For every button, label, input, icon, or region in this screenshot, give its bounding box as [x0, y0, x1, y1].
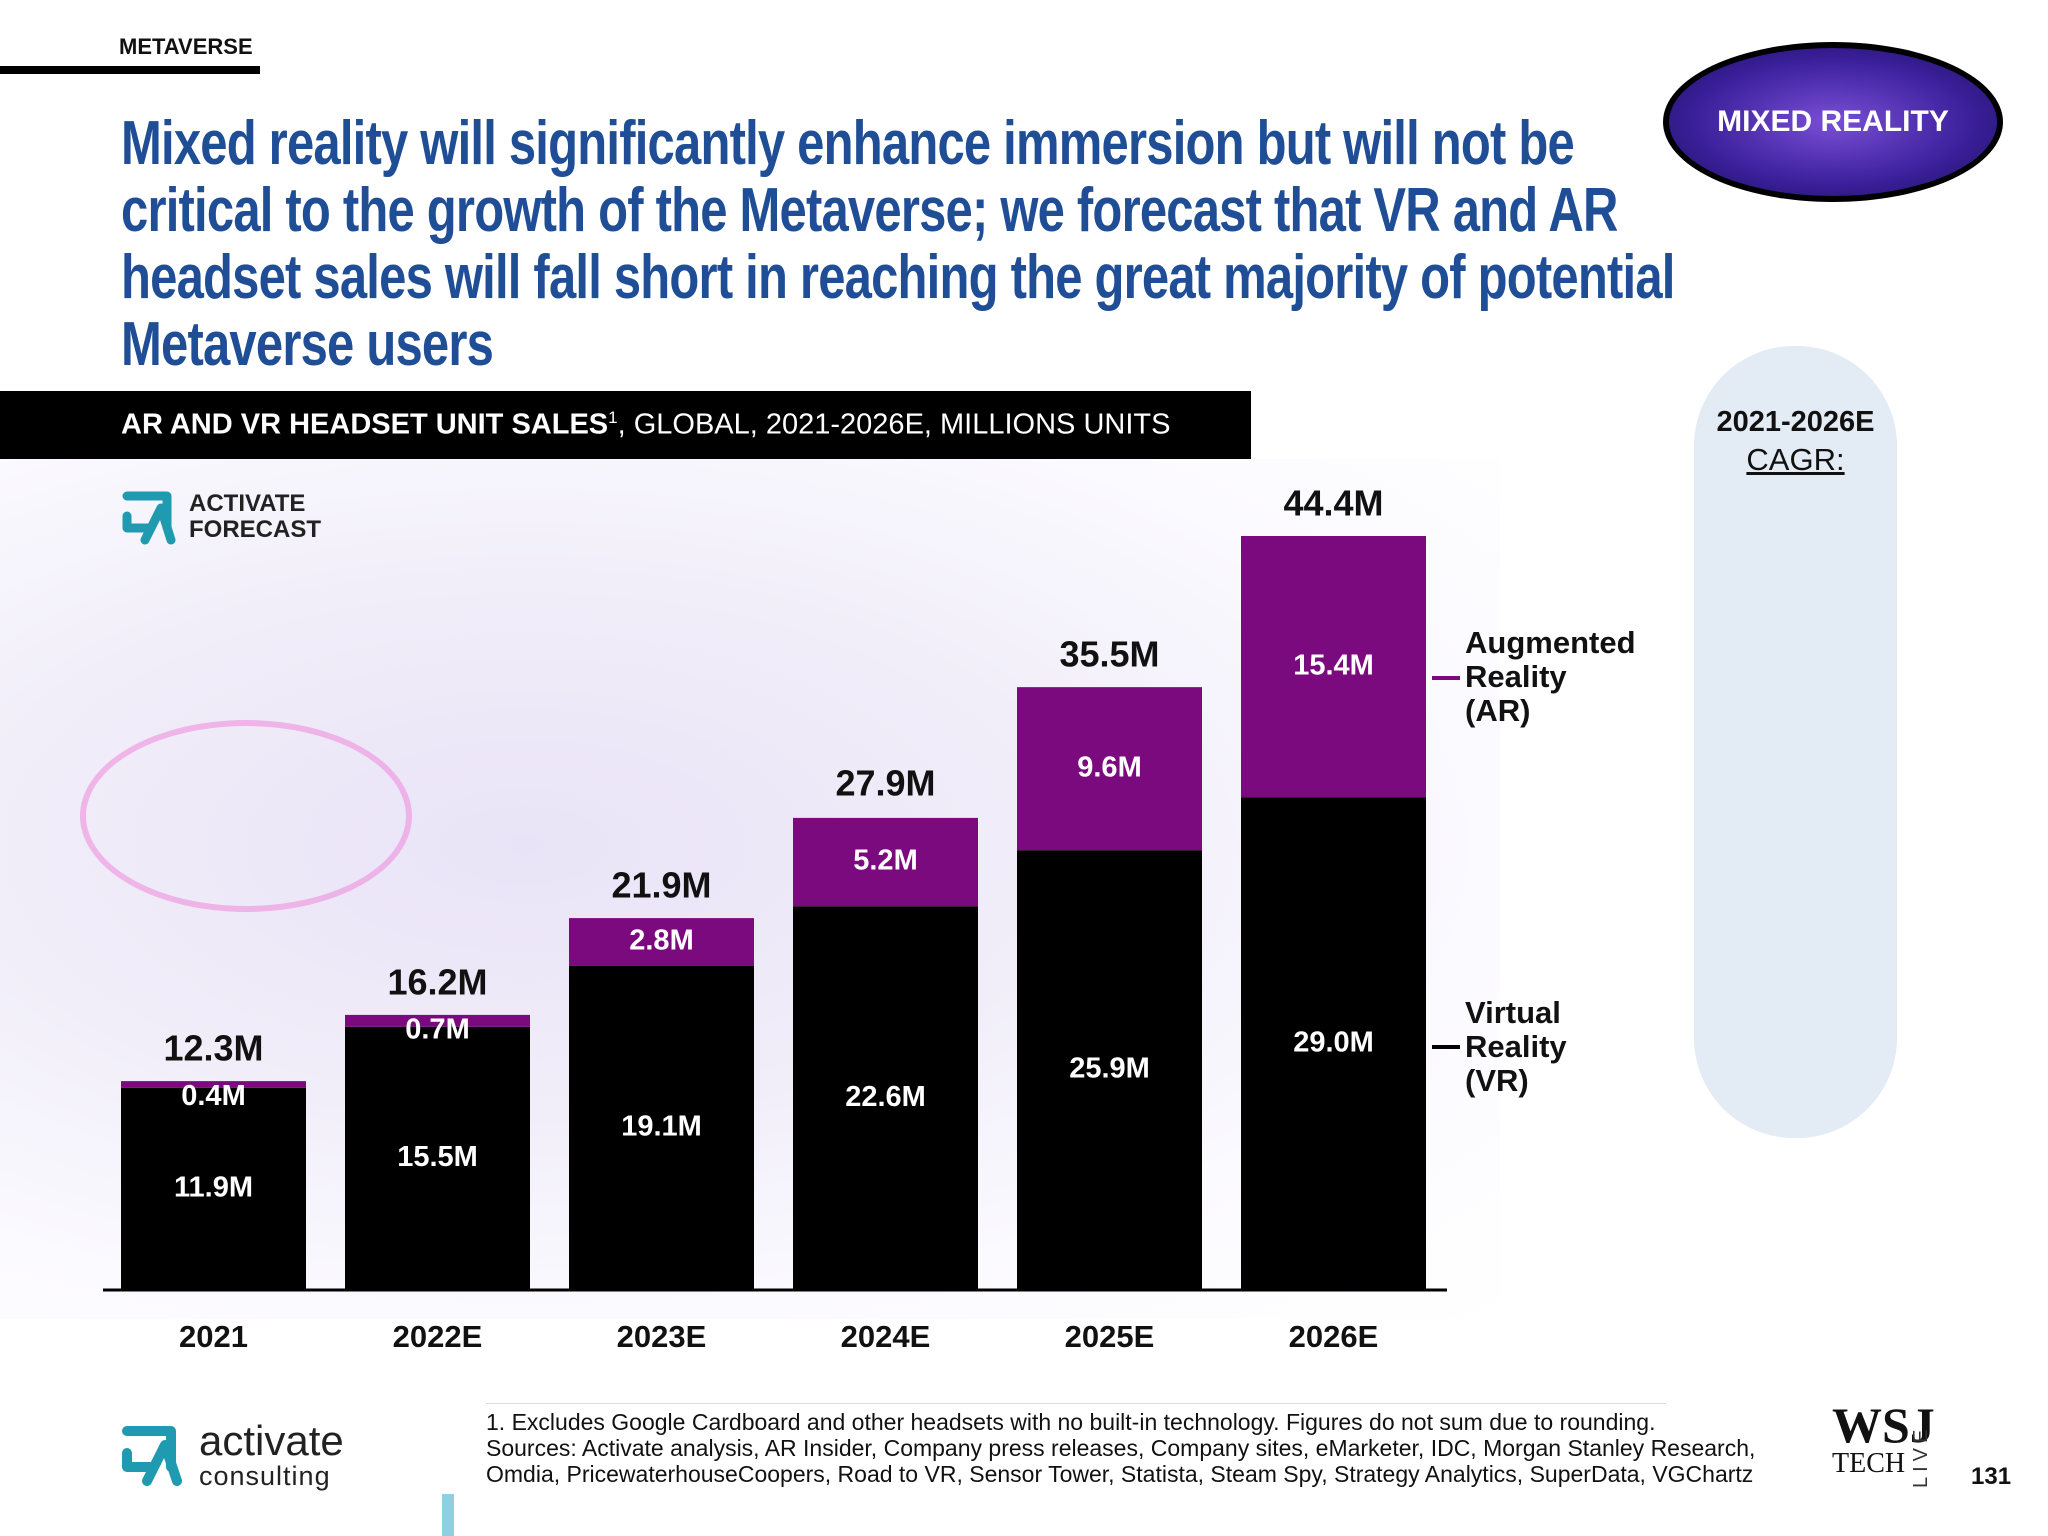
subtitle-footnote-mark: 1	[608, 408, 618, 427]
value-label: 29.0M	[1293, 1026, 1374, 1058]
value-label: 15.5M	[397, 1141, 478, 1173]
value-label: 5.2M	[853, 845, 917, 877]
forecast-logo-line: FORECAST	[189, 516, 321, 543]
x-tick-label: 2023E	[617, 1319, 707, 1354]
legend-entry: Virtual Reality (VR)	[1465, 995, 1567, 1098]
subtitle-main: AR AND VR HEADSET UNIT SALES	[121, 408, 609, 441]
x-tick-label: 2026E	[1289, 1319, 1379, 1354]
partner-logo: WSJ TECH	[1832, 1400, 1935, 1478]
bar-segment	[1241, 797, 1426, 1290]
bar-segment	[345, 1026, 530, 1290]
footnote: 1. Excludes Google Cardboard and other h…	[486, 1409, 1656, 1435]
x-tick-label: 2025E	[1065, 1319, 1155, 1354]
x-tick-label: 2022E	[393, 1319, 483, 1354]
bar-segment	[793, 817, 978, 907]
badge-label: MIXED REALITY	[1717, 105, 1949, 138]
partner-top: WSJ	[1832, 1397, 1935, 1453]
bar-segment	[1017, 850, 1202, 1290]
total-label: 16.2M	[387, 961, 487, 1002]
value-label: 25.9M	[1069, 1053, 1150, 1085]
value-label: 9.6M	[1077, 751, 1141, 783]
x-tick-label: 2021	[179, 1319, 248, 1354]
bar-segment	[121, 1081, 306, 1088]
subtitle-detail: , GLOBAL, 2021-2026E, MILLIONS UNITS	[617, 408, 1171, 441]
legend-tick	[1432, 676, 1460, 680]
brand-logo: activate consulting	[121, 1420, 344, 1490]
bar-segment	[1241, 536, 1426, 798]
legend-tick	[1432, 1045, 1460, 1049]
cagr-period: 2021-2026E	[1716, 406, 1875, 438]
forecast-logo: ACTIVATE FORECAST	[121, 488, 321, 546]
partner-side: LIVE	[1910, 1424, 1932, 1488]
decor-ring	[80, 720, 412, 912]
value-label: 11.9M	[174, 1172, 253, 1204]
total-label: 21.9M	[611, 865, 711, 906]
sources: Sources: Activate analysis, AR Insider, …	[486, 1435, 1756, 1487]
cagr-panel	[1694, 346, 1897, 1138]
footer-rule	[486, 1403, 1666, 1404]
value-label: 2.8M	[629, 925, 693, 957]
brand-logo-icon	[122, 1426, 182, 1486]
brand-name: activate	[199, 1417, 344, 1464]
partner-bottom: TECH	[1832, 1448, 1906, 1479]
x-tick-label: 2024E	[841, 1319, 931, 1354]
bar-segment	[345, 1014, 530, 1027]
value-label: 15.4M	[1293, 649, 1374, 681]
brand-sub: consulting	[199, 1461, 331, 1491]
bar-segment	[121, 1087, 306, 1290]
bar-segment	[1017, 687, 1202, 851]
total-label: 44.4M	[1283, 483, 1383, 524]
subtitle-band	[0, 391, 1251, 459]
headline: Mixed reality will significantly enhance…	[121, 109, 1675, 379]
legend-entry: Augmented Reality (AR)	[1465, 625, 1636, 728]
value-label: 22.6M	[845, 1081, 926, 1113]
section-rule	[0, 66, 260, 74]
value-label: 19.1M	[621, 1110, 702, 1142]
footer-accent	[442, 1494, 454, 1536]
cagr-label: CAGR:	[1746, 442, 1845, 477]
badge: MIXED REALITY	[1663, 42, 2003, 202]
total-label: 12.3M	[163, 1028, 263, 1069]
subtitle: AR AND VR HEADSET UNIT SALES1, GLOBAL, 2…	[121, 408, 1170, 442]
forecast-logo-line: ACTIVATE	[189, 490, 306, 517]
bar-segment	[793, 906, 978, 1290]
total-label: 35.5M	[1059, 634, 1159, 675]
page-number: 131	[1971, 1463, 2012, 1490]
value-label: 0.7M	[405, 1014, 469, 1046]
value-label: 0.4M	[181, 1080, 245, 1112]
total-label: 27.9M	[835, 763, 935, 804]
bar-segment	[569, 918, 754, 966]
section-label: METAVERSE	[119, 34, 253, 59]
bar-segment	[569, 965, 754, 1290]
forecast-logo-icon	[122, 491, 176, 545]
